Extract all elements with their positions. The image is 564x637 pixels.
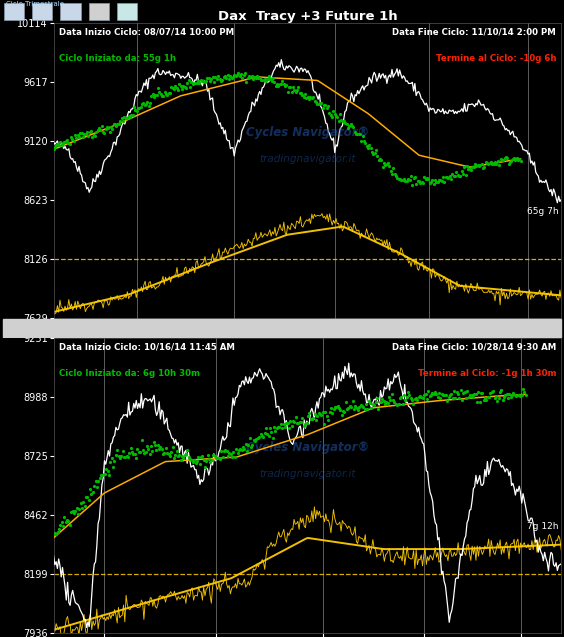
Bar (60, 3, 81, 20)
Title: Dax  Tracy +3 Future 1h: Dax Tracy +3 Future 1h (218, 10, 397, 23)
Text: tradingnavigator.it: tradingnavigator.it (259, 154, 356, 164)
Bar (4, 3, 24, 20)
Text: Ciclo Trimestrale: Ciclo Trimestrale (6, 1, 64, 7)
Text: 7g 12h: 7g 12h (527, 522, 558, 531)
Text: Termine al Ciclo: -1g 1h 30m: Termine al Ciclo: -1g 1h 30m (417, 369, 556, 378)
Text: Data Fine Ciclo: 10/28/14 9:30 AM: Data Fine Ciclo: 10/28/14 9:30 AM (392, 343, 556, 352)
Bar (117, 3, 137, 20)
Text: Cycles Navigator®: Cycles Navigator® (246, 125, 369, 139)
Text: Data Inizio Ciclo: 08/07/14 10:00 PM: Data Inizio Ciclo: 08/07/14 10:00 PM (59, 27, 234, 36)
Bar (89, 3, 109, 20)
Text: tradingnavigator.it: tradingnavigator.it (259, 469, 356, 478)
Title: Dax  Tracy  Future 15m: Dax Tracy Future 15m (221, 325, 394, 338)
Text: Termine al Ciclo: -10g 6h: Termine al Ciclo: -10g 6h (435, 54, 556, 63)
Text: Data Inizio Ciclo: 10/16/14 11:45 AM: Data Inizio Ciclo: 10/16/14 11:45 AM (59, 343, 235, 352)
Text: 65g 7h: 65g 7h (527, 207, 558, 217)
Text: Data Fine Ciclo: 11/10/14 2:00 PM: Data Fine Ciclo: 11/10/14 2:00 PM (393, 27, 556, 36)
Text: Ciclo Iniziato da: 6g 10h 30m: Ciclo Iniziato da: 6g 10h 30m (59, 369, 200, 378)
Bar (32, 3, 52, 20)
Text: Ciclo Iniziato da: 55g 1h: Ciclo Iniziato da: 55g 1h (59, 54, 175, 63)
Text: Cycles Navigator®: Cycles Navigator® (246, 441, 369, 454)
